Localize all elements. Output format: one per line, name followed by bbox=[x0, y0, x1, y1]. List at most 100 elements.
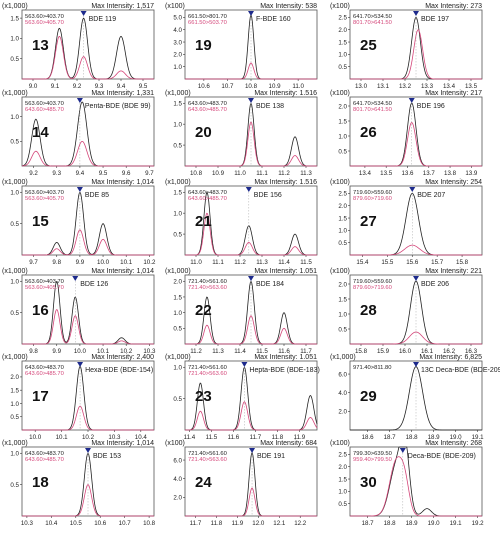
y-tick-label: 0.5 bbox=[173, 142, 182, 149]
chromatogram-panel: (x100) Max Intensity: 268 2.5 2.0 1.5 1.0 0.5 1… bbox=[330, 440, 484, 527]
series-line bbox=[350, 122, 482, 167]
x-tick-label: 11.2 bbox=[190, 348, 202, 355]
scale-label: (x1,000) bbox=[330, 354, 356, 361]
x-tick-label: 11.8 bbox=[272, 434, 284, 441]
peak-marker bbox=[409, 187, 416, 192]
y-tick-label: 1.0 bbox=[10, 279, 19, 286]
y-tick-label: 4.0 bbox=[173, 476, 182, 483]
x-tick-label: 11.2 bbox=[234, 259, 246, 266]
panel-number: 20 bbox=[195, 124, 212, 141]
chromatogram-panel: (x100) Max Intensity: 217 2.0 1.5 1.0 0.5 13.4… bbox=[330, 90, 483, 177]
ion-transition-1: 661.50>801.70 bbox=[188, 14, 227, 20]
peak-marker bbox=[413, 11, 419, 16]
x-tick-label: 10.1 bbox=[97, 348, 110, 355]
x-tick-label: 9.6 bbox=[122, 170, 131, 177]
x-tick-label: 11.4 bbox=[184, 434, 196, 441]
ion-transition-2: 661.50>503.70 bbox=[188, 20, 227, 26]
x-tick-label: 9.9 bbox=[76, 259, 85, 266]
ion-transition-2: 643.60>485.70 bbox=[188, 107, 227, 113]
x-tick-label: 13.3 bbox=[421, 83, 434, 90]
x-tick-label: 16.2 bbox=[443, 348, 456, 355]
scale-label: (x1,000) bbox=[2, 268, 28, 275]
y-tick-label: 1.0 bbox=[10, 451, 19, 458]
y-tick-label: 1.5 bbox=[173, 101, 182, 108]
x-tick-label: 9.5 bbox=[139, 83, 148, 90]
plot-frame bbox=[349, 185, 483, 256]
panel-number: 18 bbox=[32, 474, 49, 491]
compound-label: BDE 197 bbox=[421, 16, 449, 23]
panel-number: 30 bbox=[360, 474, 377, 491]
ion-transition-2: 563.60>405.70 bbox=[25, 196, 64, 202]
y-tick-label: 2.0 bbox=[10, 374, 19, 381]
x-tick-label: 19.0 bbox=[428, 520, 441, 527]
compound-label: BDE 85 bbox=[85, 192, 109, 199]
peak-marker bbox=[248, 11, 254, 16]
series-line bbox=[185, 191, 317, 256]
y-tick-label: 2.5 bbox=[338, 191, 347, 198]
plot-frame bbox=[349, 9, 483, 80]
chromatogram-panel: (x1,000) Max Intensity: 1.051 1.0 0.5 11.4 11… bbox=[165, 354, 320, 441]
y-tick-label: 2.0 bbox=[173, 52, 182, 59]
compound-label: BDE 196 bbox=[417, 103, 445, 110]
x-tick-label: 10.3 bbox=[21, 520, 34, 527]
y-tick-label: 1.0 bbox=[338, 228, 347, 235]
x-tick-label: 10.2 bbox=[143, 259, 156, 266]
ion-transition-2: 643.60>485.70 bbox=[25, 371, 64, 377]
ion-transition-1: 719.60>559.60 bbox=[353, 279, 392, 285]
x-tick-label: 9.0 bbox=[29, 83, 38, 90]
y-tick-label: 1.5 bbox=[173, 294, 182, 301]
x-tick-label: 16.1 bbox=[421, 348, 434, 355]
x-tick-label: 9.1 bbox=[51, 83, 60, 90]
x-tick-label: 11.0 bbox=[292, 83, 304, 90]
ion-transition-1: 721.40>561.60 bbox=[188, 365, 227, 371]
peak-marker bbox=[413, 276, 419, 281]
ion-transition-2: 643.60>485.70 bbox=[188, 196, 227, 202]
max-intensity-label: Max Intensity: 254 bbox=[425, 179, 482, 186]
x-tick-label: 9.2 bbox=[73, 83, 82, 90]
ion-transition-2: 721.40>563.60 bbox=[188, 457, 227, 463]
x-tick-label: 11.2 bbox=[278, 170, 290, 177]
peak-marker bbox=[408, 98, 415, 103]
x-tick-label: 15.7 bbox=[431, 259, 444, 266]
compound-label: Deca-BDE (BDE-209) bbox=[408, 453, 476, 460]
x-tick-label: 11.9 bbox=[232, 520, 244, 527]
y-tick-label: 6.0 bbox=[173, 457, 182, 464]
panel-number: 22 bbox=[195, 302, 212, 319]
ion-transition-1: 563.60>403.70 bbox=[25, 14, 64, 20]
x-tick-label: 9.8 bbox=[29, 348, 38, 355]
panel-number: 13 bbox=[32, 37, 49, 54]
peak-marker bbox=[413, 362, 419, 367]
y-tick-label: 2.0 bbox=[338, 203, 347, 210]
x-tick-label: 10.2 bbox=[120, 348, 133, 355]
compound-label: F-BDE 160 bbox=[256, 16, 291, 23]
x-tick-label: 13.2 bbox=[399, 83, 412, 90]
x-tick-label: 10.8 bbox=[190, 170, 203, 177]
y-tick-label: 0.5 bbox=[338, 240, 347, 247]
chromatogram-panel: (x1,000) Max Intensity: 1,014 1.0 0.5 9.7 9.8… bbox=[2, 179, 156, 266]
chromatogram-panel: (x1,000) Max Intensity: 2,400 2.0 1.5 1.0 0.5… bbox=[2, 354, 155, 441]
x-tick-label: 18.9 bbox=[428, 434, 441, 441]
x-tick-label: 10.7 bbox=[119, 520, 132, 527]
ion-transition-2: 643.60>485.70 bbox=[25, 107, 64, 113]
panel-number: 17 bbox=[32, 388, 49, 405]
scale-label: (x1,000) bbox=[165, 268, 191, 275]
y-tick-label: 1.5 bbox=[338, 39, 347, 46]
scale-label: (x1,000) bbox=[165, 354, 191, 361]
x-tick-label: 11.6 bbox=[228, 434, 240, 441]
series-line bbox=[22, 309, 154, 345]
y-tick-label: 1.5 bbox=[338, 296, 347, 303]
compound-label: Penta-BDE (BDE 99) bbox=[85, 103, 151, 110]
x-tick-label: 13.6 bbox=[401, 170, 414, 177]
panel-number: 15 bbox=[32, 213, 49, 230]
x-tick-label: 11.5 bbox=[300, 259, 312, 266]
y-tick-label: 1.5 bbox=[10, 15, 19, 22]
x-tick-label: 15.8 bbox=[355, 348, 368, 355]
panel-number: 23 bbox=[195, 388, 212, 405]
ion-transition-1: 971.40>811.80 bbox=[353, 365, 391, 371]
peak-marker bbox=[76, 187, 83, 192]
compound-label: Hexa-BDE (BDE-154) bbox=[85, 367, 153, 374]
ion-transition-1: 643.60>483.70 bbox=[188, 190, 227, 196]
max-intensity-label: Max Intensity: 1.516 bbox=[254, 179, 317, 186]
x-tick-label: 10.9 bbox=[269, 83, 282, 90]
